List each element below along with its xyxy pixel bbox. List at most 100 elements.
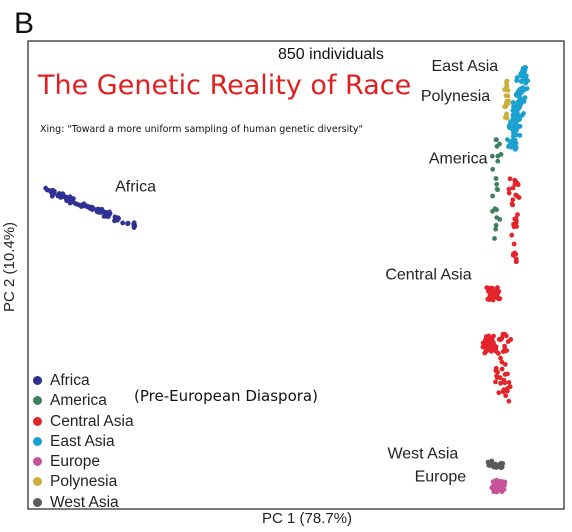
point-east-asia bbox=[515, 101, 520, 107]
cluster-label-polynesia: Polynesia bbox=[421, 88, 490, 105]
point-central-asia bbox=[510, 197, 516, 203]
point-central-asia bbox=[502, 331, 507, 337]
legend-swatch bbox=[33, 497, 42, 507]
point-east-asia bbox=[514, 106, 519, 112]
legend-label: East Asia bbox=[50, 432, 115, 450]
point-central-asia bbox=[489, 285, 495, 291]
point-east-asia bbox=[508, 119, 513, 125]
data-points bbox=[43, 65, 531, 495]
point-central-asia bbox=[513, 220, 519, 226]
point-east-asia bbox=[524, 86, 530, 91]
point-east-asia bbox=[523, 65, 528, 70]
point-west-asia bbox=[485, 459, 491, 465]
point-central-asia bbox=[496, 288, 502, 294]
point-central-asia bbox=[506, 186, 512, 192]
point-east-asia bbox=[510, 100, 516, 105]
legend-swatch bbox=[33, 436, 42, 446]
point-africa bbox=[76, 202, 82, 208]
point-east-asia bbox=[517, 133, 523, 138]
point-central-asia bbox=[499, 359, 505, 365]
point-america bbox=[493, 222, 499, 228]
point-africa bbox=[46, 188, 52, 193]
legend-note: (Pre-European Diaspora) bbox=[134, 387, 318, 405]
point-central-asia bbox=[511, 251, 516, 257]
point-east-asia bbox=[519, 79, 524, 85]
point-america bbox=[494, 215, 500, 221]
point-east-asia bbox=[517, 95, 523, 101]
point-central-asia bbox=[501, 377, 507, 383]
cluster-label-west-asia: West Asia bbox=[387, 445, 458, 462]
point-europe bbox=[493, 481, 499, 487]
point-east-asia bbox=[506, 125, 512, 130]
point-central-asia bbox=[508, 337, 514, 342]
plot-frame bbox=[27, 40, 565, 510]
point-america bbox=[494, 137, 499, 143]
point-america bbox=[490, 193, 495, 199]
point-america bbox=[489, 153, 495, 159]
point-america bbox=[495, 158, 501, 164]
cluster-label-america: America bbox=[429, 151, 488, 168]
point-africa bbox=[56, 191, 62, 196]
point-east-asia bbox=[517, 117, 522, 122]
legend-swatch bbox=[33, 396, 42, 406]
panel-label: B bbox=[14, 7, 35, 40]
chart-title: The Genetic Reality of Race bbox=[38, 70, 412, 101]
legend-swatch bbox=[33, 457, 42, 467]
point-east-asia bbox=[520, 72, 525, 78]
x-axis-label: PC 1 (78.7%) bbox=[262, 510, 353, 527]
cluster-label-central-asia: Central Asia bbox=[385, 267, 471, 284]
point-central-asia bbox=[502, 348, 508, 354]
point-europe bbox=[498, 480, 504, 485]
point-central-asia bbox=[483, 349, 489, 354]
point-africa bbox=[58, 195, 64, 200]
y-axis-label: PC 2 (10.4%) bbox=[1, 221, 18, 312]
point-central-asia bbox=[507, 384, 513, 390]
cluster-label-europe: Europe bbox=[415, 469, 467, 486]
point-central-asia bbox=[503, 393, 509, 399]
point-central-asia bbox=[510, 202, 516, 208]
point-africa bbox=[125, 221, 131, 227]
point-central-asia bbox=[511, 241, 517, 247]
point-polynesia bbox=[504, 79, 509, 84]
point-africa bbox=[90, 205, 95, 210]
point-america bbox=[490, 166, 496, 172]
point-central-asia bbox=[514, 180, 520, 186]
point-east-asia bbox=[523, 80, 529, 86]
legend-swatch bbox=[33, 477, 42, 487]
legend-label: West Asia bbox=[50, 493, 119, 511]
point-central-asia bbox=[502, 343, 507, 349]
point-central-asia bbox=[495, 369, 500, 375]
point-central-asia bbox=[496, 337, 502, 342]
cluster-label-africa: Africa bbox=[115, 179, 156, 196]
point-central-asia bbox=[514, 224, 519, 229]
point-central-asia bbox=[504, 387, 510, 392]
point-central-asia bbox=[484, 344, 490, 350]
legend-label: Central Asia bbox=[50, 412, 134, 430]
point-polynesia bbox=[502, 115, 508, 120]
point-europe bbox=[494, 487, 500, 493]
point-central-asia bbox=[513, 192, 519, 198]
point-central-asia bbox=[499, 366, 505, 372]
point-america bbox=[494, 207, 499, 213]
cluster-label-east-asia: East Asia bbox=[431, 58, 498, 75]
point-central-asia bbox=[484, 340, 490, 345]
point-central-asia bbox=[502, 362, 508, 367]
point-central-asia bbox=[507, 176, 513, 182]
point-east-asia bbox=[513, 111, 519, 117]
point-america bbox=[492, 236, 497, 241]
point-america bbox=[494, 186, 500, 192]
point-east-asia bbox=[513, 145, 519, 150]
point-america bbox=[493, 226, 498, 232]
legend-label: Polynesia bbox=[50, 473, 118, 491]
point-africa bbox=[52, 191, 57, 196]
legend-swatch bbox=[33, 416, 42, 426]
point-central-asia bbox=[497, 375, 503, 381]
cluster-labels: Africa America Central Asia East Asia Europe… bbox=[115, 58, 498, 486]
point-central-asia bbox=[500, 389, 506, 395]
point-central-asia bbox=[488, 290, 494, 296]
point-africa bbox=[101, 214, 107, 219]
point-central-asia bbox=[510, 185, 516, 191]
legend-label: Africa bbox=[50, 372, 90, 389]
point-central-asia bbox=[495, 285, 500, 290]
